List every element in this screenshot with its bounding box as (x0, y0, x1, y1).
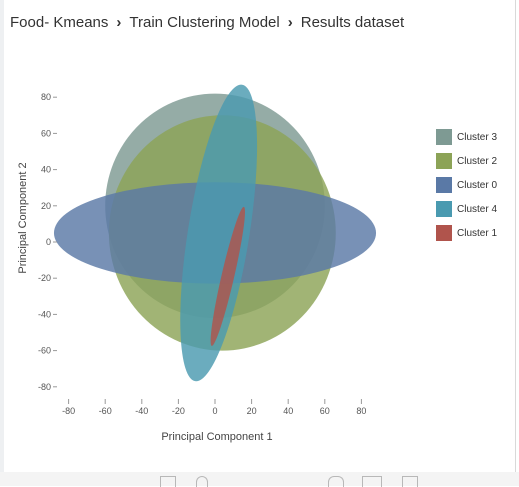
legend-swatch (436, 153, 452, 169)
legend-item[interactable]: Cluster 0 (436, 173, 516, 197)
x-tick-label: -40 (135, 406, 148, 416)
y-tick-label: -40 (38, 309, 51, 319)
x-tick-label: -80 (62, 406, 75, 416)
x-tick-label: 0 (212, 406, 217, 416)
x-axis-title: Principal Component 1 (161, 431, 272, 443)
breadcrumb-item-experiment[interactable]: Food- Kmeans (10, 13, 109, 31)
legend-swatch (436, 129, 452, 145)
y-tick-label: 40 (41, 165, 51, 175)
legend-item[interactable]: Cluster 1 (436, 221, 516, 245)
cluster-ellipse-cluster-1[interactable] (206, 205, 250, 347)
x-tick-label: -20 (172, 406, 185, 416)
y-tick-label: -60 (38, 346, 51, 356)
legend-item[interactable]: Cluster 3 (436, 125, 516, 149)
x-tick-label: 40 (283, 406, 293, 416)
x-tick-label: -60 (99, 406, 112, 416)
legend-item[interactable]: Cluster 4 (436, 197, 516, 221)
legend-swatch (436, 225, 452, 241)
legend-label: Cluster 3 (457, 131, 498, 143)
y-tick-label: 20 (41, 201, 51, 211)
x-tick-label: 80 (356, 406, 366, 416)
y-tick-label: -80 (38, 382, 51, 392)
breadcrumb-item-module[interactable]: Train Clustering Model (129, 13, 280, 31)
y-tick-label: 60 (41, 128, 51, 138)
cluster-ellipse-cluster-4[interactable] (165, 80, 273, 386)
y-tick-label: -20 (38, 273, 51, 283)
legend-label: Cluster 1 (457, 227, 498, 239)
x-tick-label: 60 (320, 406, 330, 416)
background-panel-edge (0, 0, 4, 486)
legend-label: Cluster 0 (457, 179, 498, 191)
y-tick-label: 80 (41, 92, 51, 102)
legend-label: Cluster 4 (457, 203, 498, 215)
legend-swatch (436, 201, 452, 217)
breadcrumb-item-dataset: Results dataset (300, 13, 405, 31)
legend-swatch (436, 177, 452, 193)
chart-legend: Cluster 3 Cluster 2 Cluster 0 Cluster 4 Clus… (436, 125, 516, 245)
legend-label: Cluster 2 (457, 155, 498, 167)
y-axis-title: Principal Component 2 (17, 162, 29, 273)
breadcrumb: Food- Kmeans › Train Clustering Model › … (10, 11, 404, 33)
legend-item[interactable]: Cluster 2 (436, 149, 516, 173)
y-tick-label: 0 (46, 237, 51, 247)
chevron-right-icon: › (116, 13, 122, 31)
x-tick-label: 20 (247, 406, 257, 416)
chevron-right-icon: › (287, 13, 293, 31)
background-toolbar (0, 472, 519, 487)
